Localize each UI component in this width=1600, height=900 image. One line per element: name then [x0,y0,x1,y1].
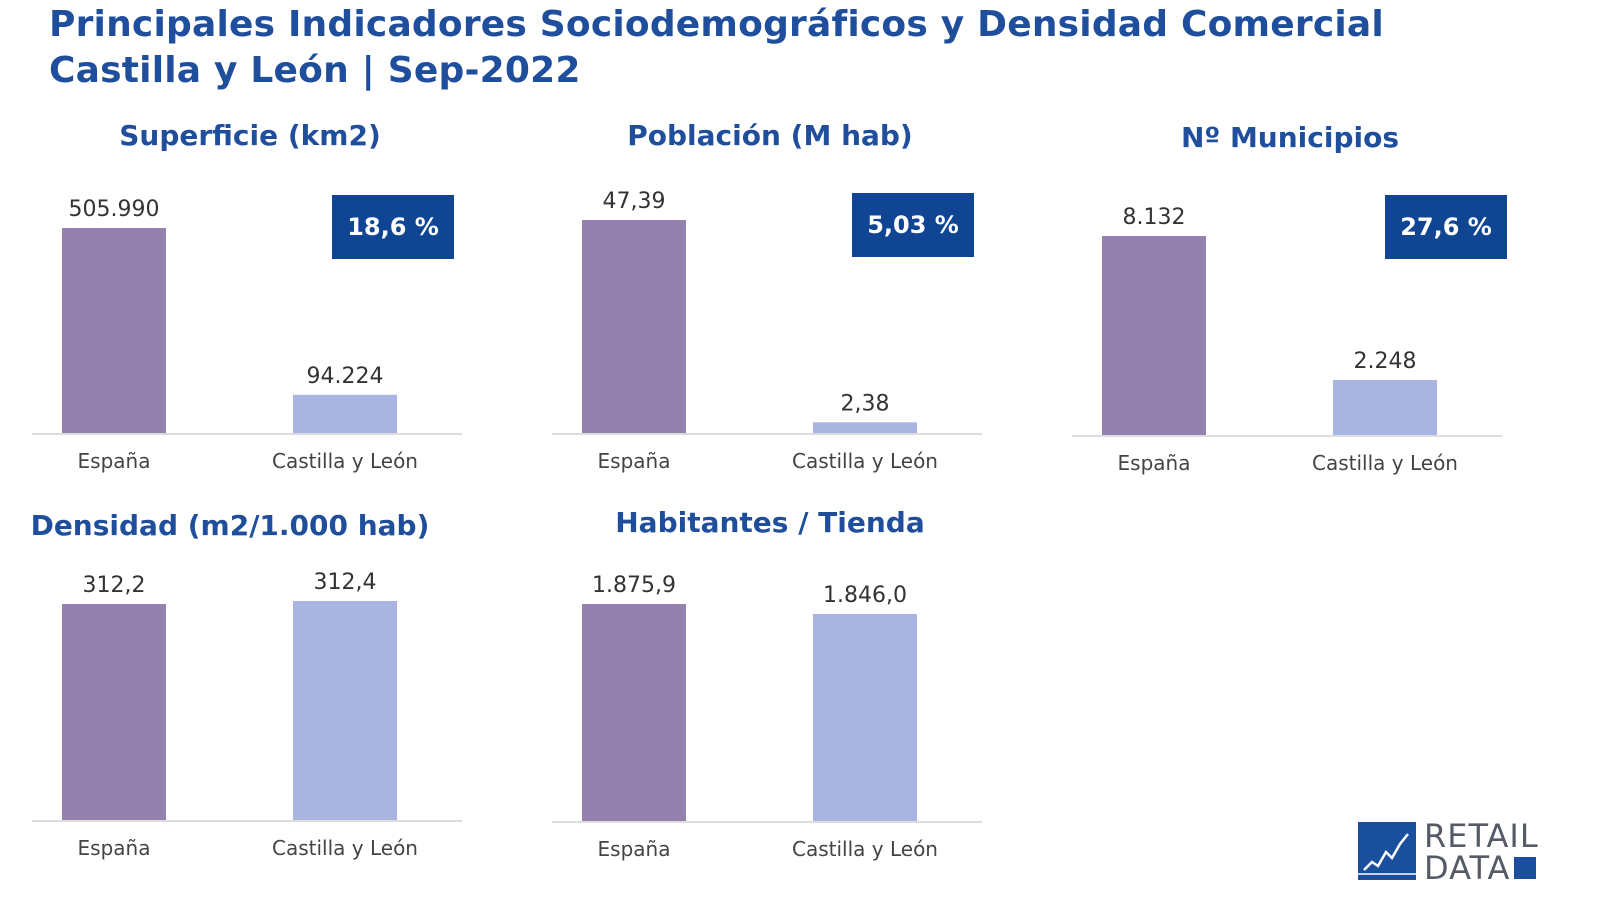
chart-plot: 505.990 España 94.224 Castilla y León [32,197,462,473]
bar-castilla-y-leon [813,422,917,433]
bar-espana [582,220,686,433]
bar-espana [62,604,166,820]
share-badge: 5,03 % [852,193,974,257]
chart-municipios: Nº Municipios 8.132 España 2.248 Castilla y… [1040,0,1540,475]
chart-plot: 47,39 España 2,38 Castilla y León [552,189,982,473]
category-label: Castilla y León [272,836,418,860]
category-label: Castilla y León [792,449,938,473]
chart-title: Nº Municipios [1180,121,1400,154]
category-label: España [78,836,151,860]
category-label: Castilla y León [1312,451,1458,475]
data-label: 312,2 [83,573,146,598]
data-label: 1.875,9 [592,573,676,598]
chart-title: Superficie (km2) [119,119,381,152]
logo-word-retail: RETAIL [1424,817,1539,855]
category-label: España [78,449,151,473]
share-badge: 27,6 % [1385,195,1507,259]
category-label: España [598,837,671,861]
bar-espana [62,228,166,433]
data-label: 312,4 [314,570,377,595]
chart-title: Densidad (m2/1.000 hab) [30,509,430,542]
chart-habitantes-tienda: Habitantes / Tienda 1.875,9 España 1.846,0… [520,0,1020,861]
data-label: 47,39 [603,189,666,214]
category-label: España [1118,451,1191,475]
data-label: 94.224 [307,364,384,389]
bar-espana [1102,236,1206,435]
chart-plot: 312,2 España 312,4 Castilla y León [32,570,462,860]
data-label: 2,38 [841,391,890,416]
chart-title: Población (M hab) [627,119,913,152]
category-label: España [598,449,671,473]
bar-castilla-y-leon [293,601,397,820]
page-title-line2: Castilla y León | Sep-2022 [49,50,581,91]
category-label: Castilla y León [272,449,418,473]
chart-poblacion: Población (M hab) 47,39 España 2,38 Castill… [520,0,1020,473]
retail-data-logo: RETAIL DATA [1358,820,1568,886]
page-title-line1: Principales Indicadores Sociodemográfico… [49,4,1384,45]
logo-wordmark: RETAIL DATA [1424,820,1539,884]
bar-espana [582,604,686,821]
bar-castilla-y-leon [1333,379,1437,435]
logo-word-data: DATA [1424,852,1539,884]
chart-plot: 1.875,9 España 1.846,0 Castilla y León [552,573,982,861]
category-label: Castilla y León [792,837,938,861]
logo-square-icon [1514,857,1537,879]
chart-plot: 8.132 España 2.248 Castilla y León [1072,205,1502,475]
share-badge: 18,6 % [332,195,454,259]
data-label: 1.846,0 [823,583,907,608]
chart-superficie: Superficie (km2) 505.990 España 94.224 Cast… [0,0,500,473]
chart-densidad: Densidad (m2/1.000 hab) 312,2 España 312,4… [0,0,500,860]
chart-line-icon [1358,822,1416,880]
data-label: 2.248 [1354,349,1417,374]
data-label: 8.132 [1123,205,1186,230]
data-label: 505.990 [69,197,160,222]
page-title: Principales Indicadores Sociodemográfico… [49,2,1384,94]
bar-castilla-y-leon [293,394,397,433]
chart-title: Habitantes / Tienda [615,506,925,539]
bar-castilla-y-leon [813,614,917,821]
